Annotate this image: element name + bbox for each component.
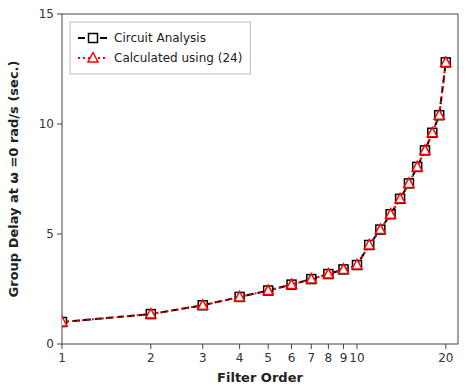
data-point [198, 301, 207, 310]
y-axis-label: Group Delay at ω =0 rad/s (sec.) [6, 61, 21, 298]
data-point [396, 194, 405, 203]
data-point [395, 193, 405, 203]
x-tick [239, 344, 240, 349]
data-point [307, 275, 316, 284]
y-tick [57, 234, 62, 235]
data-point [365, 241, 374, 250]
data-point [404, 179, 413, 188]
x-tick [62, 344, 63, 349]
chart: 1234567891020051015Filter OrderGroup Del… [0, 0, 474, 392]
data-point [364, 240, 374, 250]
x-tick [150, 344, 151, 349]
x-tick-label: 20 [438, 351, 453, 365]
x-tick-label: 4 [236, 351, 244, 365]
x-tick [343, 344, 344, 349]
data-point [198, 300, 208, 310]
data-point [146, 310, 155, 319]
data-point [264, 286, 273, 295]
series [62, 58, 450, 327]
series-line [62, 62, 446, 322]
data-point [287, 280, 296, 289]
x-tick-label: 5 [264, 351, 272, 365]
data-point [413, 162, 422, 171]
axes: 1234567891020051015 [39, 7, 454, 365]
x-tick [202, 344, 203, 349]
data-point [323, 269, 333, 279]
x-tick-label: 6 [288, 351, 296, 365]
y-tick [57, 344, 62, 345]
data-point [376, 225, 385, 234]
x-tick-label: 9 [340, 351, 348, 365]
x-tick [311, 344, 312, 349]
x-tick-label: 10 [349, 351, 364, 365]
legend-marker [88, 53, 98, 63]
legend-marker [89, 34, 98, 43]
legend: Circuit Analysis Calculated using (24) [70, 22, 250, 74]
data-point [412, 161, 422, 171]
data-point [324, 270, 333, 279]
data-point [434, 110, 444, 120]
data-point [427, 127, 437, 137]
series-line [62, 62, 446, 322]
data-point [235, 292, 244, 301]
data-point [287, 279, 297, 289]
data-point [338, 264, 348, 274]
data-point [352, 260, 362, 270]
data-point [386, 209, 396, 219]
y-tick [57, 14, 62, 15]
data-point [441, 58, 450, 67]
data [62, 57, 451, 327]
x-tick [356, 344, 357, 349]
data-point [62, 317, 67, 327]
y-tick-label: 0 [46, 337, 54, 351]
x-tick [291, 344, 292, 349]
data-point [339, 265, 348, 274]
y-tick-label: 5 [46, 227, 54, 241]
x-tick [328, 344, 329, 349]
plot-frame [62, 14, 458, 344]
data-point [420, 145, 430, 155]
data-point [146, 309, 156, 319]
y-tick [57, 124, 62, 125]
x-tick [445, 344, 446, 349]
x-tick-label: 3 [199, 351, 207, 365]
x-tick-label: 1 [58, 351, 66, 365]
page: {"chart_data": {"type": "line", "xlabel"… [0, 0, 474, 392]
data-point [62, 318, 67, 327]
y-tick-label: 15 [39, 7, 54, 21]
data-point [375, 224, 385, 234]
x-tick-label: 2 [147, 351, 155, 365]
data-point [352, 261, 361, 270]
data-point [306, 274, 316, 284]
series [62, 57, 451, 326]
legend-label: Calculated using (24) [114, 51, 242, 65]
legend-box [70, 22, 250, 74]
data-point [435, 111, 444, 120]
data-point [404, 178, 414, 188]
data-point [428, 128, 437, 137]
data-point [441, 57, 451, 67]
x-tick-label: 7 [307, 351, 315, 365]
legend-label: Circuit Analysis [114, 31, 206, 45]
data-point [386, 210, 395, 219]
x-axis-label: Filter Order [217, 370, 303, 385]
x-tick-label: 8 [325, 351, 333, 365]
y-tick-label: 10 [39, 117, 54, 131]
data-point [263, 285, 273, 295]
data-point [235, 291, 245, 301]
x-tick [268, 344, 269, 349]
data-point [420, 146, 429, 155]
